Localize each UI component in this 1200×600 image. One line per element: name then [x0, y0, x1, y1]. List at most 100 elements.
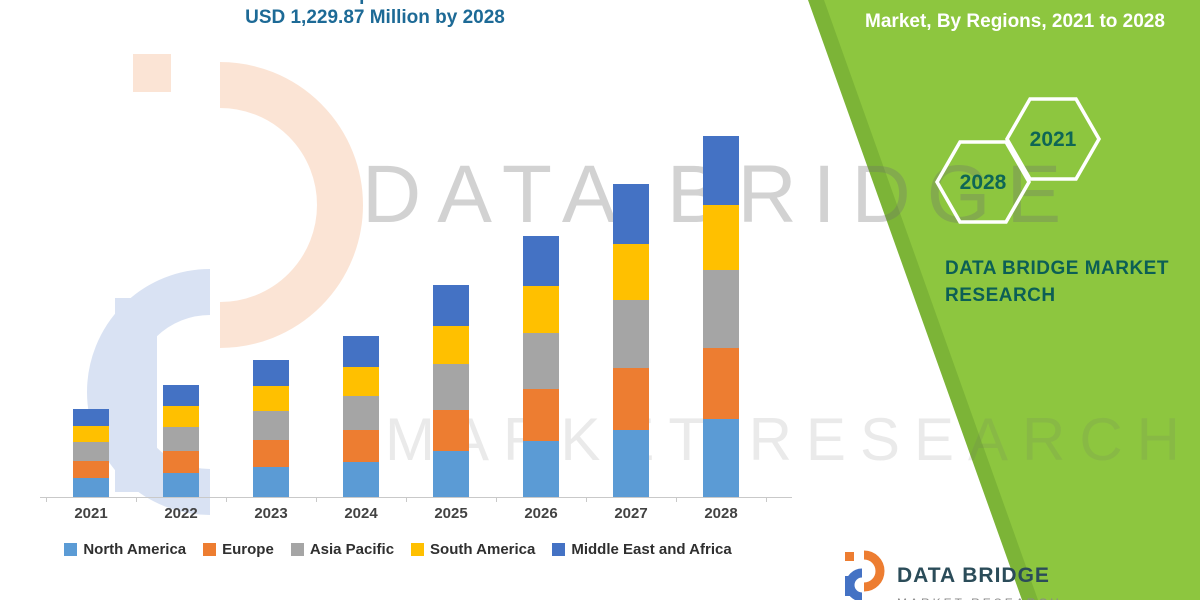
hexagon-2021	[1004, 97, 1102, 181]
chart-title-line2: USD 1,229.87 Million by 2028	[245, 7, 505, 28]
segment-2022-middle-east-and-africa	[163, 384, 199, 407]
segment-2023-middle-east-and-africa	[253, 359, 289, 386]
segment-2023-asia-pacific	[253, 410, 289, 441]
segment-2027-north-america	[613, 429, 649, 497]
axis-tick	[46, 498, 47, 502]
legend-label: Asia Pacific	[309, 541, 395, 558]
brand-text-line1: DATA BRIDGE MARKET	[945, 258, 1169, 279]
watermark-text-2: MARKET RESEARCH	[385, 406, 1195, 473]
segment-2024-middle-east-and-africa	[343, 335, 379, 367]
segment-2021-north-america	[73, 477, 109, 497]
axis-tick	[676, 498, 677, 502]
x-label-2023: 2023	[254, 505, 288, 522]
bar-2021	[46, 127, 136, 497]
segment-2028-asia-pacific	[703, 269, 739, 348]
footer-logo: DATA BRIDGE MARKET RESEARCH	[841, 550, 1059, 600]
logo-icon-square	[845, 552, 854, 561]
chart-legend: North America Europe Asia Pacific South Ame…	[8, 541, 788, 558]
bar-2024	[316, 127, 406, 497]
segment-2025-north-america	[433, 451, 469, 497]
brand-text: DATA BRIDGE MARKET RESEARCH	[945, 255, 1169, 309]
legend-swatch	[64, 543, 78, 556]
axis-tick	[496, 498, 497, 502]
segment-2024-north-america	[343, 462, 379, 497]
axis-tick	[586, 498, 587, 502]
legend-label: Europe	[222, 541, 274, 558]
legend-swatch	[552, 543, 566, 556]
segment-2023-north-america	[253, 467, 289, 497]
x-axis-line	[40, 497, 792, 498]
panel-heading: Market, By Regions, 2021 to 2028	[865, 11, 1165, 32]
logo-icon-blue-stem	[845, 576, 854, 596]
hexagon-badges: 2028 2021	[934, 97, 1102, 224]
bar-2023	[226, 127, 316, 497]
legend-swatch	[203, 543, 217, 556]
data-bridge-logo-icon	[845, 550, 885, 600]
watermark-logo-orange-arc	[219, 62, 363, 348]
bar-2028	[676, 127, 766, 497]
segment-2028-north-america	[703, 418, 739, 497]
watermark-logo-square	[133, 54, 171, 92]
legend-swatch	[290, 543, 304, 556]
axis-tick	[766, 498, 767, 502]
footer-logo-text: DATA BRIDGE	[897, 564, 1050, 587]
segment-2025-europe	[433, 409, 469, 452]
segment-2028-europe	[703, 347, 739, 419]
segment-2027-middle-east-and-africa	[613, 184, 649, 244]
x-label-2024: 2024	[344, 505, 378, 522]
chart-title: Market is expected to reach USD 1,229.87…	[25, 0, 725, 29]
segment-2028-south-america	[703, 204, 739, 270]
segment-2026-middle-east-and-africa	[523, 235, 559, 286]
axis-tick	[136, 498, 137, 502]
segment-2028-middle-east-and-africa	[703, 135, 739, 205]
legend-label: Middle East and Africa	[571, 541, 732, 558]
bar-2025	[406, 127, 496, 497]
watermark-logo-blue-stem	[115, 298, 157, 492]
bar-2022	[136, 127, 226, 497]
x-label-2026: 2026	[524, 505, 558, 522]
segment-2021-asia-pacific	[73, 441, 109, 461]
segment-2023-europe	[253, 440, 289, 468]
legend-item-north-america: North America	[64, 541, 186, 558]
hexagon-2028	[934, 140, 1032, 224]
axis-tick	[406, 498, 407, 502]
segment-2022-south-america	[163, 406, 199, 427]
legend-item-south-america: South America	[411, 541, 535, 558]
segment-2026-asia-pacific	[523, 332, 559, 390]
bars-area	[46, 127, 766, 497]
segment-2027-asia-pacific	[613, 300, 649, 368]
legend-label: South America	[430, 541, 536, 558]
legend-swatch	[411, 543, 425, 556]
hexagon-2028-label: 2028	[960, 171, 1007, 194]
bar-2026	[496, 127, 586, 497]
legend-label: North America	[83, 541, 187, 558]
segment-2026-europe	[523, 389, 559, 441]
x-label-2021: 2021	[74, 505, 108, 522]
segment-2027-europe	[613, 367, 649, 430]
legend-item-asia-pacific: Asia Pacific	[290, 541, 395, 558]
bar-2027	[586, 127, 676, 497]
segment-2022-asia-pacific	[163, 426, 199, 451]
footer-logo-subtext: MARKET RESEARCH	[897, 596, 1062, 600]
segment-2021-middle-east-and-africa	[73, 408, 109, 426]
segment-2024-asia-pacific	[343, 395, 379, 431]
x-axis-labels: 2021 2022 2023 2024 2025 2026 2027 2028	[46, 505, 766, 522]
logo-icon-orange-arc	[863, 550, 885, 592]
segment-2022-europe	[163, 450, 199, 473]
x-label-2027: 2027	[614, 505, 648, 522]
chart-title-line1: Market is expected to reach	[25, 0, 725, 6]
segment-2025-middle-east-and-africa	[433, 285, 469, 326]
axis-tick	[226, 498, 227, 502]
segment-2025-asia-pacific	[433, 363, 469, 410]
x-label-2028: 2028	[704, 505, 738, 522]
x-label-2022: 2022	[164, 505, 198, 522]
brand-text-line2: RESEARCH	[945, 285, 1056, 306]
segment-2025-south-america	[433, 325, 469, 364]
segment-2026-south-america	[523, 285, 559, 333]
x-label-2025: 2025	[434, 505, 468, 522]
segment-2022-north-america	[163, 472, 199, 497]
hexagon-2021-label: 2021	[1030, 128, 1077, 151]
segment-2021-europe	[73, 460, 109, 478]
